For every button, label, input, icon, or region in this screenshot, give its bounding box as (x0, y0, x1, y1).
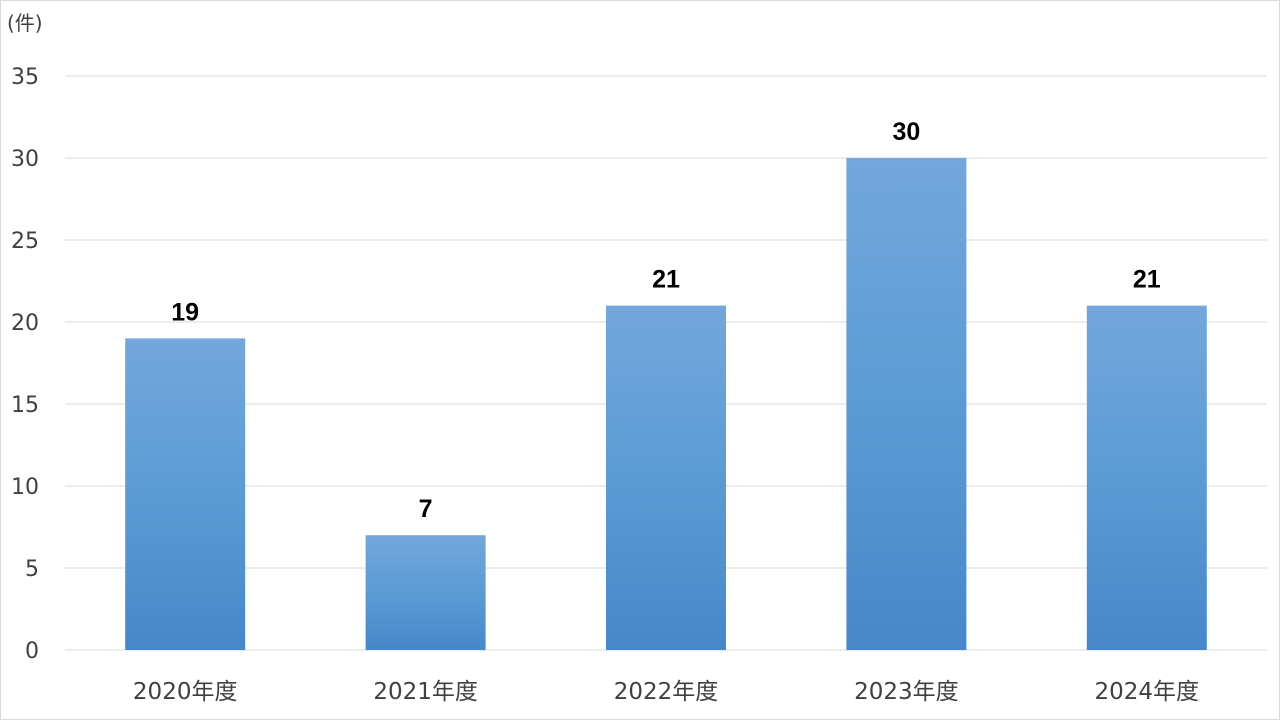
x-category-label: 2020年度 (133, 679, 238, 705)
x-category-label: 2021年度 (373, 679, 478, 705)
y-tick-label: 20 (11, 311, 39, 336)
y-axis-tick-labels: 0 5 10 15 20 25 30 35 (11, 65, 39, 664)
x-category-label: 2022年度 (614, 679, 719, 705)
bars (125, 158, 1207, 650)
bar-data-label: 21 (652, 266, 680, 294)
bar (125, 338, 246, 650)
x-category-label: 2023年度 (854, 679, 959, 705)
y-tick-label: 5 (25, 557, 39, 582)
y-tick-label: 0 (25, 639, 39, 664)
bar (846, 158, 967, 650)
y-tick-label: 15 (11, 393, 39, 418)
x-axis-category-labels: 2020年度 2021年度 2022年度 2023年度 2024年度 (133, 679, 1199, 705)
y-tick-label: 35 (11, 65, 39, 90)
y-tick-label: 10 (11, 475, 39, 500)
bar-data-label: 19 (171, 298, 199, 326)
bar (365, 535, 486, 650)
y-tick-label: 25 (11, 229, 39, 254)
data-labels: 19 7 21 30 21 (171, 118, 1161, 523)
bar-data-label: 7 (419, 495, 433, 523)
y-tick-label: 30 (11, 147, 39, 172)
x-category-label: 2024年度 (1095, 679, 1200, 705)
bar-data-label: 21 (1133, 266, 1161, 294)
y-axis-unit-label: (件) (7, 11, 43, 35)
bar-data-label: 30 (892, 118, 920, 146)
bar (606, 305, 726, 650)
bar (1086, 305, 1207, 650)
